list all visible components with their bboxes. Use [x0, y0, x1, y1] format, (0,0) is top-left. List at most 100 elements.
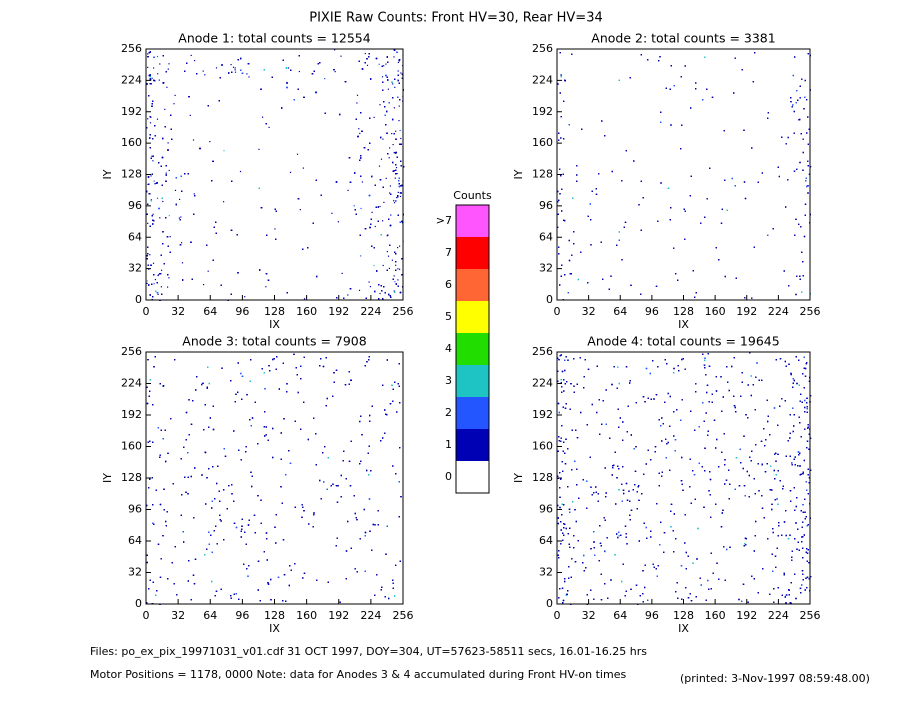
count-pixel: [165, 71, 167, 73]
count-pixel: [152, 138, 154, 140]
count-pixel: [397, 214, 399, 216]
count-pixel: [179, 198, 181, 200]
count-pixel: [684, 238, 686, 240]
count-pixel: [385, 74, 387, 77]
count-pixel: [207, 105, 209, 107]
count-pixel: [189, 114, 191, 116]
count-pixel: [148, 74, 150, 77]
count-pixel: [149, 78, 151, 80]
count-pixel: [302, 167, 304, 169]
count-pixel: [334, 71, 336, 73]
count-pixel: [390, 214, 392, 216]
count-pixel: [162, 55, 164, 57]
count-pixel: [799, 97, 801, 99]
count-pixel: [633, 160, 635, 162]
count-pixel: [557, 213, 559, 215]
count-pixel: [734, 57, 736, 59]
count-pixel: [316, 275, 318, 278]
count-pixel: [384, 114, 386, 116]
count-pixel: [390, 296, 392, 298]
count-pixel: [180, 175, 182, 177]
count-pixel: [752, 81, 754, 83]
count-pixel: [801, 291, 803, 293]
count-pixel: [718, 259, 720, 261]
count-pixel: [194, 195, 196, 197]
count-pixel: [401, 258, 403, 260]
count-pixel: [281, 107, 283, 109]
count-pixel: [386, 251, 388, 253]
count-pixel: [230, 64, 232, 66]
y-tick-label: 96: [539, 199, 553, 212]
count-pixel: [807, 116, 809, 118]
count-pixel: [702, 99, 704, 101]
count-pixel: [307, 247, 309, 249]
count-pixel: [792, 74, 794, 77]
count-pixel: [624, 221, 627, 223]
y-tick-label: 256: [532, 42, 553, 55]
count-pixel: [791, 106, 793, 108]
count-pixel: [558, 132, 560, 134]
count-pixel: [389, 185, 391, 187]
count-pixel: [168, 215, 170, 217]
count-pixel: [804, 214, 806, 216]
count-pixel: [799, 275, 801, 277]
count-pixel: [376, 270, 378, 272]
count-pixel: [677, 279, 679, 281]
count-pixel: [149, 254, 151, 256]
count-pixel: [170, 114, 172, 116]
count-pixel: [802, 169, 804, 171]
count-pixel: [772, 228, 774, 230]
count-pixel: [215, 232, 217, 234]
count-pixel: [381, 76, 384, 78]
count-pixel: [399, 192, 401, 194]
count-pixel: [591, 190, 593, 192]
count-pixel: [218, 100, 220, 102]
count-pixel: [642, 197, 644, 199]
count-pixel: [393, 200, 395, 202]
x-tick-label: 32: [582, 305, 596, 318]
count-pixel: [796, 275, 798, 277]
count-pixel: [630, 284, 632, 286]
count-pixel: [213, 226, 215, 228]
count-pixel: [397, 79, 399, 82]
count-pixel: [159, 273, 161, 275]
count-pixel: [382, 298, 384, 300]
count-pixel: [559, 92, 561, 94]
count-pixel: [388, 157, 390, 159]
count-pixel: [154, 125, 156, 127]
count-pixel: [683, 208, 685, 210]
count-pixel: [798, 119, 800, 121]
count-pixel: [399, 291, 402, 294]
count-pixel: [282, 59, 284, 61]
count-pixel: [389, 295, 391, 297]
count-pixel: [162, 231, 164, 233]
dot-texture: [146, 353, 402, 605]
count-pixel: [159, 273, 162, 275]
count-pixel: [361, 181, 363, 183]
count-pixel: [377, 206, 379, 208]
count-pixel: [320, 194, 322, 196]
y-axis-label: IY: [512, 169, 525, 179]
count-pixel: [167, 286, 169, 288]
count-pixel: [219, 77, 221, 79]
count-pixel: [793, 170, 796, 172]
count-pixel: [168, 63, 170, 65]
count-pixel: [564, 80, 566, 82]
count-pixel: [382, 264, 384, 267]
count-pixel: [799, 278, 801, 280]
count-pixel: [751, 147, 753, 149]
count-pixel: [595, 193, 598, 195]
count-pixel: [659, 56, 661, 58]
count-pixel: [399, 129, 401, 132]
count-pixel: [160, 254, 162, 256]
count-pixel: [581, 128, 583, 130]
count-pixel: [557, 201, 559, 203]
count-pixel: [298, 70, 300, 73]
count-pixel: [378, 284, 380, 286]
count-pixel: [209, 141, 211, 143]
count-pixel: [368, 53, 370, 55]
count-pixel: [399, 221, 401, 223]
count-pixel: [802, 138, 804, 140]
count-pixel: [148, 95, 150, 97]
count-pixel: [347, 294, 349, 296]
